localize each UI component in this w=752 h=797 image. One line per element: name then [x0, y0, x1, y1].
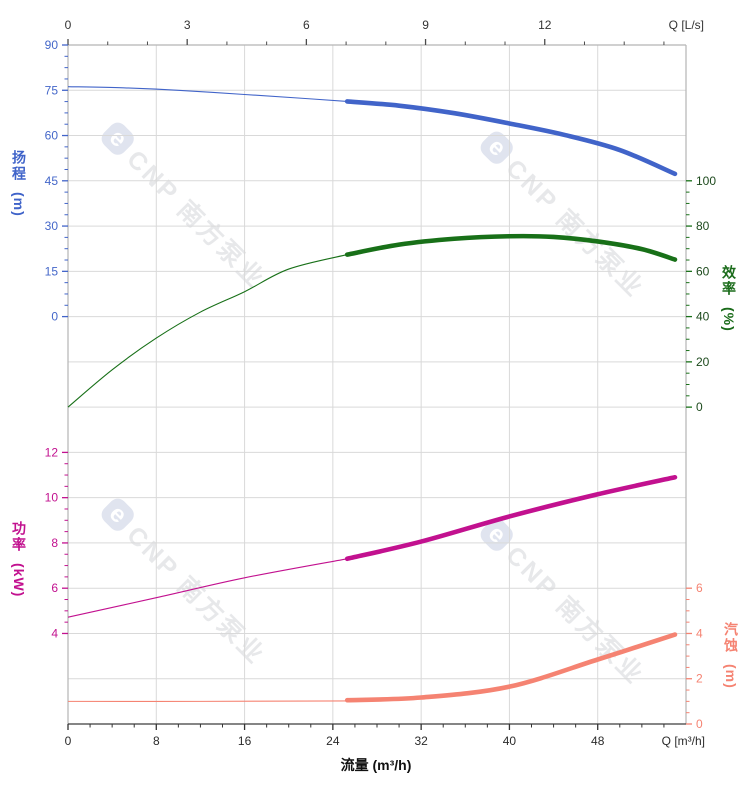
top-axis: 0 3 6 9 12 Q [L/s] [65, 18, 704, 45]
npsh-axis-unit: (m) [723, 664, 739, 689]
svg-text:60: 60 [696, 264, 710, 278]
svg-text:3: 3 [184, 18, 191, 32]
svg-text:6: 6 [51, 581, 58, 595]
head-axis-unit: (m) [11, 192, 27, 217]
head-curve-recommended-range [344, 99, 678, 177]
svg-text:80: 80 [696, 219, 710, 233]
efficiency-curve [67, 233, 678, 408]
plot-frame [67, 44, 687, 725]
svg-text:30: 30 [45, 219, 59, 233]
svg-text:16: 16 [238, 734, 252, 748]
power-curve-full-range [67, 558, 348, 618]
bottom-axis: 0 8 16 24 32 40 48 Q [m³/h] [65, 724, 705, 748]
npsh-axis: 6 4 2 0 [686, 581, 703, 731]
svg-text:12: 12 [538, 18, 552, 32]
svg-text:40: 40 [503, 734, 517, 748]
svg-text:4: 4 [696, 626, 703, 640]
svg-text:12: 12 [45, 445, 59, 459]
efficiency-axis-title: 效率 (%) [719, 265, 739, 332]
power-axis-title-text: 功率 [11, 521, 27, 553]
efficiency-axis-title-text: 效率 [721, 265, 737, 297]
svg-text:90: 90 [45, 38, 59, 52]
efficiency-axis-unit: (%) [721, 307, 737, 332]
svg-text:10: 10 [45, 491, 59, 505]
svg-text:2: 2 [696, 672, 703, 686]
efficiency-curve-recommended-range [344, 233, 678, 262]
head-curve [67, 86, 678, 177]
npsh-curve-recommended-range [344, 632, 678, 703]
npsh-axis-title: 汽蚀 (m) [721, 622, 741, 689]
svg-text:6: 6 [303, 18, 310, 32]
npsh-curve [67, 632, 678, 703]
power-curve-recommended-range [344, 474, 678, 562]
svg-text:0: 0 [65, 18, 72, 32]
svg-text:Q [m³/h]: Q [m³/h] [662, 734, 705, 748]
head-axis: 90 75 60 45 30 15 0 [45, 38, 68, 324]
npsh-axis-title-text: 汽蚀 [723, 622, 739, 654]
svg-text:6: 6 [696, 581, 703, 595]
gridlines [67, 44, 687, 725]
svg-text:Q [L/s]: Q [L/s] [669, 18, 704, 32]
svg-text:0: 0 [65, 734, 72, 748]
svg-text:100: 100 [696, 174, 716, 188]
svg-text:8: 8 [153, 734, 160, 748]
svg-text:9: 9 [422, 18, 429, 32]
power-axis-title: 功率 (kW) [9, 521, 29, 597]
power-axis-unit: (kW) [11, 563, 27, 598]
flow-axis-title: 流量 (m³/h) [340, 757, 412, 773]
svg-text:0: 0 [51, 310, 58, 324]
svg-text:45: 45 [45, 174, 59, 188]
svg-text:60: 60 [45, 129, 59, 143]
svg-text:32: 32 [414, 734, 428, 748]
svg-text:15: 15 [45, 264, 59, 278]
head-axis-title: 扬程 (m) [9, 150, 29, 217]
svg-text:20: 20 [696, 355, 710, 369]
svg-text:24: 24 [326, 734, 340, 748]
eff-axis: 100 80 60 40 20 0 [686, 174, 716, 414]
power-axis: 12 10 8 6 4 [45, 445, 68, 640]
svg-text:48: 48 [591, 734, 605, 748]
svg-text:75: 75 [45, 83, 59, 97]
svg-text:0: 0 [696, 400, 703, 414]
efficiency-curve-full-range [67, 254, 348, 408]
power-curve [67, 474, 678, 618]
svg-text:40: 40 [696, 310, 710, 324]
head-curve-full-range [67, 86, 348, 102]
head-axis-title-text: 扬程 [11, 150, 27, 182]
svg-text:8: 8 [51, 536, 58, 550]
svg-text:4: 4 [51, 626, 58, 640]
svg-text:0: 0 [696, 717, 703, 731]
